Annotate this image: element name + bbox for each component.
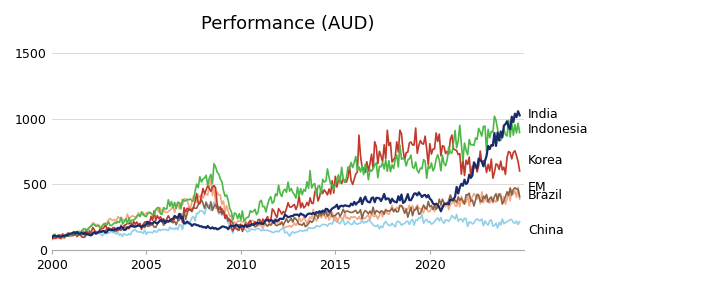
Text: China: China (528, 224, 563, 237)
Text: Korea: Korea (528, 154, 563, 167)
Title: Performance (AUD): Performance (AUD) (201, 15, 375, 33)
Text: Indonesia: Indonesia (528, 123, 589, 136)
Text: India: India (528, 108, 559, 121)
Text: EM: EM (528, 181, 547, 194)
Text: Brazil: Brazil (528, 189, 563, 202)
